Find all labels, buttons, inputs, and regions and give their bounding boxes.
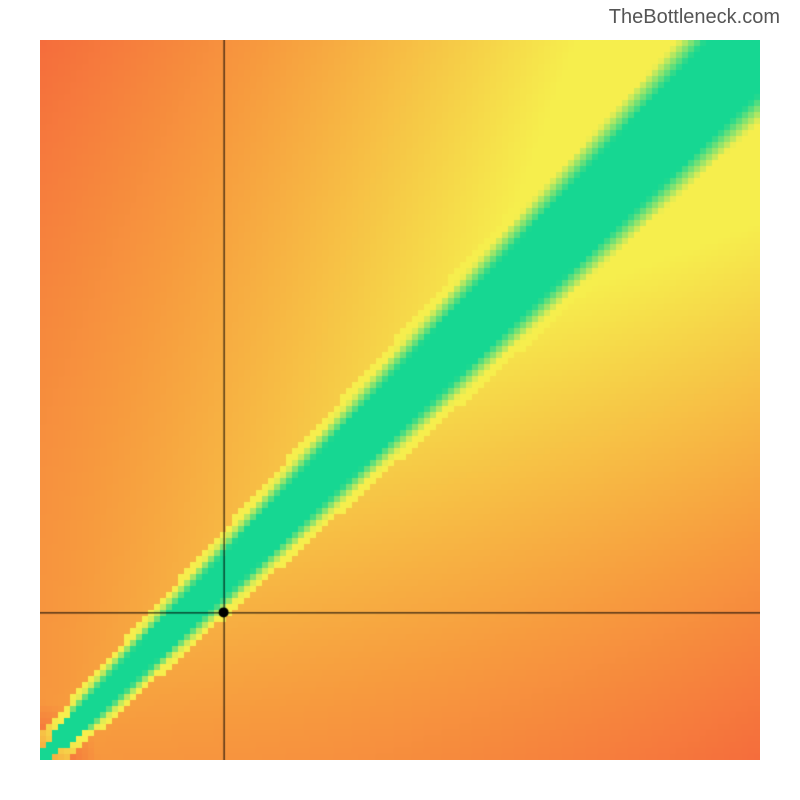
heatmap-plot: [40, 40, 760, 760]
attribution-text: TheBottleneck.com: [609, 6, 780, 29]
heatmap-canvas: [40, 40, 760, 760]
chart-container: TheBottleneck.com: [0, 0, 800, 800]
